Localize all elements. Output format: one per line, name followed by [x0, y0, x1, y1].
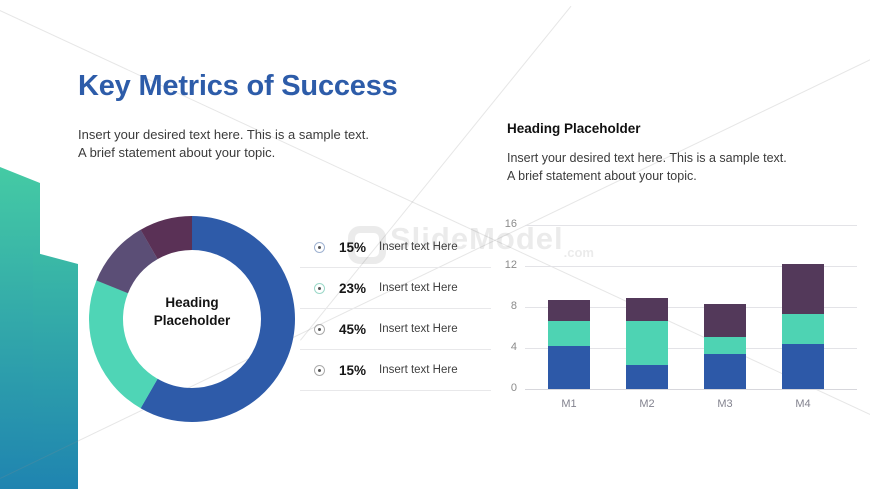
donut-chart: Heading Placeholder: [89, 216, 295, 422]
right-body-line2: A brief statement about your topic.: [507, 168, 697, 183]
donut-slice-2: [89, 216, 295, 422]
bar-M1-segment-middle: [548, 321, 590, 346]
metric-bullet-dot: [318, 327, 321, 331]
page-subtitle-line2: A brief statement about your topic.: [78, 145, 276, 161]
metric-value: 23%: [339, 280, 367, 296]
metric-bullet-icon: [314, 282, 325, 294]
decor-shape-front: [33, 252, 78, 489]
page-subtitle: Insert your desired text here. This is a…: [78, 126, 369, 162]
metric-bullet-dot: [318, 245, 321, 249]
gridline-4: [525, 348, 857, 349]
metric-value: 45%: [339, 321, 367, 337]
bar-group-M3: [704, 303, 746, 389]
donut-slice-4: [89, 216, 295, 422]
bar-M3-segment-bottom: [704, 354, 746, 389]
bar-M1-segment-bottom: [548, 345, 590, 389]
metric-row: 15% Insert text Here: [300, 350, 491, 391]
metric-value: 15%: [339, 362, 367, 378]
metric-row: 15% Insert text Here: [300, 227, 491, 268]
bar-group-M4: [782, 263, 824, 389]
page-subtitle-line1: Insert your desired text here. This is a…: [78, 127, 369, 142]
bar-chart: 0 4 8 12 16 M1 M2 M3 M4: [495, 218, 870, 424]
metric-bullet-dot: [318, 368, 321, 372]
watermark-tld: .com: [563, 245, 594, 260]
bar-M1-segment-top: [548, 299, 590, 322]
y-axis-label-16: 16: [504, 218, 517, 230]
x-axis-label-M3: M3: [717, 398, 733, 410]
gridline-12: [525, 266, 857, 267]
y-axis-label-0: 0: [510, 382, 517, 394]
donut-rings: [89, 216, 295, 422]
donut-center-label: Heading Placeholder: [153, 295, 231, 328]
bar-M4-segment-middle: [782, 314, 824, 344]
gridline-16: [525, 225, 857, 226]
page-title: Key Metrics of Success: [78, 70, 398, 102]
metric-row: 23% Insert text Here: [300, 268, 491, 309]
y-axis-label-8: 8: [510, 300, 517, 312]
metric-value: 15%: [339, 239, 367, 255]
x-axis-label-M1: M1: [561, 398, 577, 410]
metric-bullet-icon: [314, 241, 325, 253]
bar-M4-segment-top: [782, 263, 824, 315]
x-axis-label-M4: M4: [795, 398, 811, 410]
metric-label: Insert text Here: [379, 364, 458, 376]
watermark-brand: SlideModel: [390, 221, 564, 256]
metric-row: 45% Insert text Here: [300, 309, 491, 350]
bar-M2-segment-top: [626, 297, 668, 322]
metric-label: Insert text Here: [379, 241, 458, 253]
watermark: SlideModel .com: [348, 221, 594, 264]
metric-bullet-icon: [314, 364, 325, 376]
bar-group-M2: [626, 297, 668, 389]
watermark-logo-icon: [348, 226, 386, 264]
gridline-8: [525, 307, 857, 308]
bar-M3-segment-top: [704, 303, 746, 337]
y-axis-label-12: 12: [504, 259, 517, 271]
metric-bullet-icon: [314, 323, 325, 335]
bar-group-M1: [548, 299, 590, 389]
bar-M4-segment-bottom: [782, 343, 824, 389]
bar-M3-segment-middle: [704, 336, 746, 355]
y-axis-label-4: 4: [510, 341, 517, 353]
metric-label: Insert text Here: [379, 323, 458, 335]
right-heading: Heading Placeholder: [507, 121, 641, 136]
metrics-list: 15% Insert text Here 23% Insert text Here 45…: [300, 227, 491, 391]
metric-label: Insert text Here: [379, 282, 458, 294]
bar-M2-segment-bottom: [626, 365, 668, 389]
gridline-0: [525, 389, 857, 390]
right-body: Insert your desired text here. This is a…: [507, 150, 787, 185]
right-body-line1: Insert your desired text here. This is a…: [507, 151, 787, 165]
x-axis-label-M2: M2: [639, 398, 655, 410]
bar-chart-plot: [525, 225, 857, 390]
metric-bullet-dot: [318, 286, 321, 290]
bar-M2-segment-middle: [626, 321, 668, 366]
